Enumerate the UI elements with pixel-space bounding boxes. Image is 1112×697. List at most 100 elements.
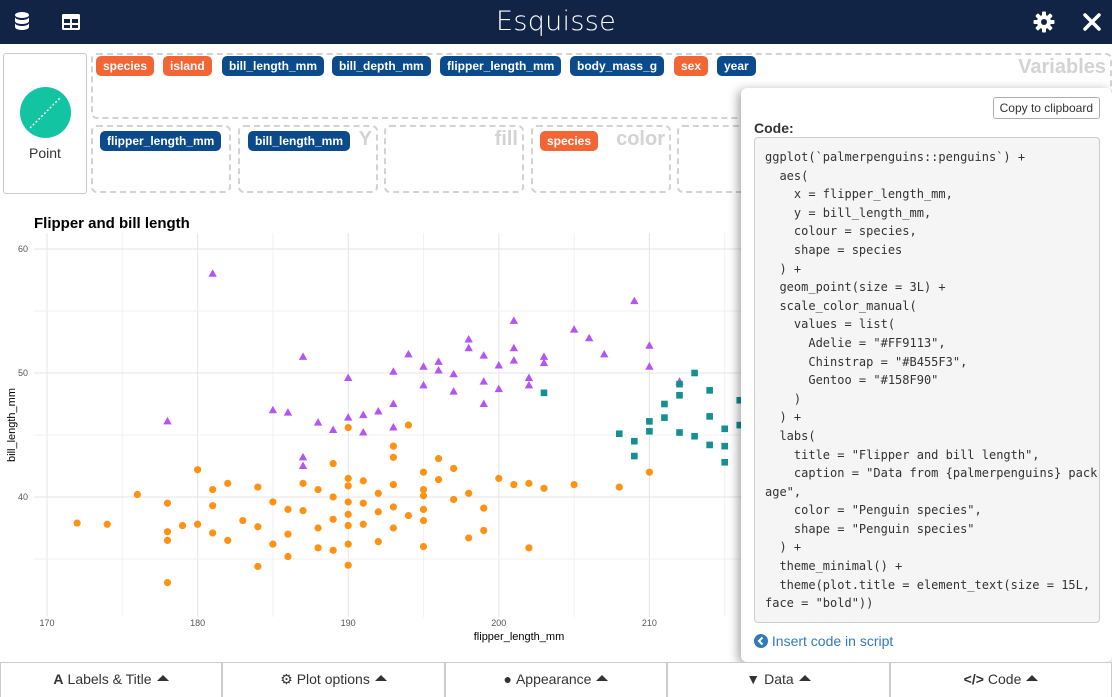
data-point-gentoo <box>736 421 742 429</box>
color-dropzone[interactable]: color <box>531 125 671 193</box>
tab-labels-title-label: Labels & Title <box>67 671 152 687</box>
y-mapped-variable[interactable]: bill_length_mm <box>248 131 351 151</box>
data-point-adelie <box>329 546 337 554</box>
data-point-adelie <box>209 529 217 537</box>
y-tick-label: 40 <box>18 492 28 502</box>
data-point-chinstrap <box>419 380 428 389</box>
data-point-gentoo <box>736 396 742 404</box>
code-block[interactable]: ggplot(`palmerpenguins::penguins`) + aes… <box>754 137 1100 623</box>
data-point-gentoo <box>706 441 713 449</box>
tab-data-label: Data <box>764 671 794 687</box>
copy-to-clipboard-button[interactable]: Copy to clipboard <box>992 97 1100 119</box>
bottom-toolbar: A Labels & Title ⚙ Plot options ● Appearanc… <box>0 662 1112 697</box>
code-icon: </> <box>963 671 984 687</box>
data-point-adelie <box>419 505 428 513</box>
data-point-adelie <box>299 507 307 515</box>
filter-icon: ▼ <box>746 671 761 687</box>
data-point-gentoo <box>676 392 683 399</box>
data-point-chinstrap <box>509 316 519 324</box>
variable-badge-island[interactable]: island <box>163 56 212 76</box>
x-tick-label: 190 <box>341 618 356 628</box>
gear-icon[interactable] <box>1032 10 1056 34</box>
chart-title: Flipper and bill length <box>34 215 190 232</box>
data-point-chinstrap <box>539 352 549 360</box>
data-point-adelie <box>163 528 172 536</box>
data-point-chinstrap <box>479 351 488 359</box>
code-line: ggplot(`palmerpenguins::penguins`) + <box>765 150 1026 164</box>
y-dropzone[interactable]: Y <box>238 125 378 193</box>
variable-badge-bill-length[interactable]: bill_length_mm <box>222 56 325 76</box>
data-point-adelie <box>389 481 397 489</box>
data-point-chinstrap <box>479 377 488 385</box>
data-point-adelie <box>284 505 292 513</box>
code-line: title = "Flipper and bill length", <box>765 447 1040 462</box>
variable-badge-bill-depth[interactable]: bill_depth_mm <box>332 56 431 76</box>
close-icon[interactable] <box>1080 10 1104 34</box>
font-icon: A <box>53 671 64 687</box>
code-line: scale_color_manual( <box>765 298 917 313</box>
data-point-adelie <box>374 508 382 516</box>
data-point-adelie <box>419 516 428 525</box>
fill-dropzone[interactable]: fill <box>384 125 524 193</box>
database-icon[interactable] <box>10 10 34 34</box>
data-point-gentoo <box>706 413 713 420</box>
color-mapped-variable[interactable]: species <box>540 131 599 151</box>
data-point-chinstrap <box>630 296 639 305</box>
insert-code-label: Insert code in script <box>771 633 894 649</box>
data-point-adelie <box>224 536 232 544</box>
y-zone-label: Y <box>358 128 372 150</box>
variable-badge-species[interactable]: species <box>96 56 155 76</box>
caret-up-icon <box>156 675 169 682</box>
data-point-adelie <box>314 524 322 532</box>
chart-grid <box>34 233 742 617</box>
data-point-chinstrap <box>600 349 609 358</box>
data-point-adelie <box>525 544 533 552</box>
tab-appearance[interactable]: ● Appearance <box>445 663 667 697</box>
code-line: values = list( <box>765 317 896 332</box>
data-point-adelie <box>374 489 382 497</box>
code-heading: Code: <box>754 120 794 136</box>
data-point-chinstrap <box>389 423 398 431</box>
code-line: x = flipper_length_mm, <box>765 187 953 202</box>
code-line: Gentoo = "#158F90" <box>765 373 939 388</box>
insert-code-link[interactable]: Insert code in script <box>754 633 893 649</box>
data-point-gentoo <box>676 429 683 436</box>
code-line: Chinstrap = "#B455F3", <box>765 354 968 369</box>
data-point-adelie <box>284 552 292 561</box>
data-point-adelie <box>434 454 443 463</box>
tab-plot-options[interactable]: ⚙ Plot options <box>222 663 445 697</box>
x-mapped-variable[interactable]: flipper_length_mm <box>100 131 222 151</box>
data-point-adelie <box>615 483 623 491</box>
data-point-adelie <box>450 464 458 473</box>
variable-badge-year[interactable]: year <box>717 56 756 76</box>
data-point-adelie <box>389 524 397 532</box>
code-line: theme_minimal() + <box>765 559 903 574</box>
data-point-adelie <box>570 481 578 489</box>
data-point-chinstrap <box>524 380 534 389</box>
tab-labels-title[interactable]: A Labels & Title <box>0 663 222 697</box>
data-point-gentoo <box>540 389 548 397</box>
data-point-chinstrap <box>389 399 398 407</box>
data-point-adelie <box>525 479 533 487</box>
geom-selector[interactable]: Point <box>3 53 87 194</box>
gears-icon: ⚙ <box>280 671 293 687</box>
variable-badge-flipper-length[interactable]: flipper_length_mm <box>440 56 562 76</box>
code-line: Adelie = "#FF9113", <box>765 335 946 350</box>
data-point-chinstrap <box>359 428 368 436</box>
variable-badge-sex[interactable]: sex <box>674 56 709 76</box>
code-line: theme(plot.title = element_text(size = 1… <box>765 577 1091 592</box>
app-header: Esquisse <box>0 0 1112 44</box>
tab-code[interactable]: </> Code <box>890 663 1112 697</box>
x-dropzone[interactable] <box>91 125 231 193</box>
data-point-adelie <box>329 459 337 468</box>
data-point-chinstrap <box>328 425 338 434</box>
table-icon[interactable] <box>59 10 83 34</box>
data-point-adelie <box>359 520 367 528</box>
data-point-adelie <box>450 495 458 504</box>
data-point-chinstrap <box>449 387 458 395</box>
tab-code-label: Code <box>987 671 1022 687</box>
data-point-chinstrap <box>524 373 534 381</box>
tab-data[interactable]: ▼ Data <box>667 663 890 697</box>
variables-dropzone[interactable]: Variables <box>91 53 1112 119</box>
variable-badge-body-mass[interactable]: body_mass_g <box>570 56 665 76</box>
